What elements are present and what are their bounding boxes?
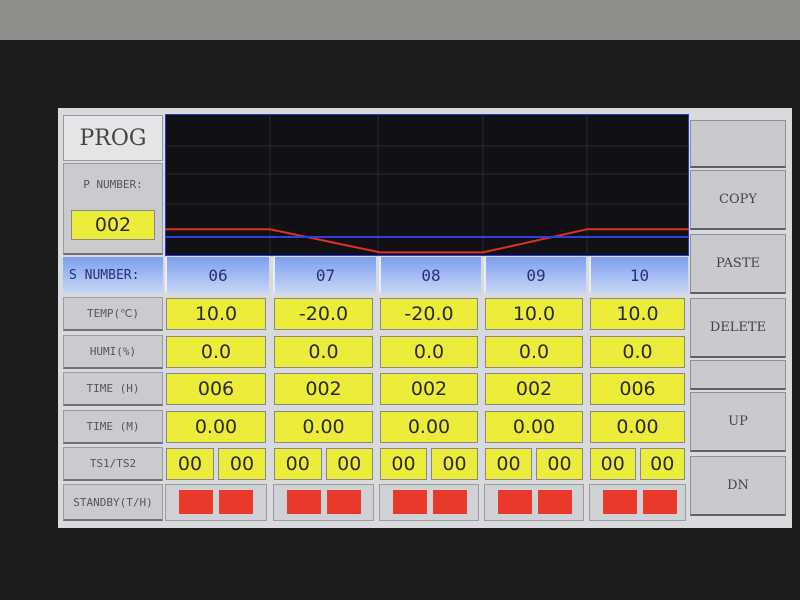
chart-background	[165, 114, 689, 256]
step-time_m-field[interactable]: 0.00	[166, 411, 266, 443]
step-temp-field[interactable]: -20.0	[380, 298, 478, 330]
step-temp-field[interactable]: 10.0	[166, 298, 266, 330]
step-ts2-field[interactable]: 00	[639, 448, 685, 480]
page-title: PROG	[63, 115, 163, 161]
standby-t-indicator[interactable]	[179, 490, 213, 514]
step-ts2-field[interactable]: 00	[325, 448, 373, 480]
step-ts2-field[interactable]: 00	[536, 448, 583, 480]
step-temp-field[interactable]: -20.0	[274, 298, 373, 330]
step-temp-field[interactable]: 10.0	[485, 298, 583, 330]
step-ts2-field[interactable]: 00	[431, 448, 478, 480]
blank-button-middle	[690, 360, 786, 390]
standby-h-indicator[interactable]	[327, 490, 361, 514]
step-ts1-field[interactable]: 00	[166, 448, 214, 480]
standby-h-indicator[interactable]	[433, 490, 467, 514]
row-label-temp: TEMP(℃)	[63, 297, 163, 331]
row-label-standby: STANDBY(T/H)	[63, 484, 163, 521]
up-button[interactable]: UP	[690, 392, 786, 452]
step-time_h-field[interactable]: 006	[590, 373, 685, 405]
row-label-ts: TS1/TS2	[63, 447, 163, 481]
step-ts1-field[interactable]: 00	[380, 448, 427, 480]
step-humi-field[interactable]: 0.0	[485, 336, 583, 368]
standby-h-indicator[interactable]	[219, 490, 253, 514]
row-label-time_m: TIME (M)	[63, 410, 163, 444]
step-ts1-field[interactable]: 00	[485, 448, 532, 480]
step-humi-field[interactable]: 0.0	[590, 336, 685, 368]
step-time_h-field[interactable]: 002	[380, 373, 478, 405]
blank-button-top	[690, 120, 786, 168]
row-label-time_h: TIME (H)	[63, 372, 163, 406]
copy-button[interactable]: COPY	[690, 170, 786, 230]
temperature-series-line	[165, 228, 689, 254]
step-number: 08	[379, 257, 481, 293]
step-time_h-field[interactable]: 002	[274, 373, 373, 405]
s-number-label: S NUMBER:	[63, 257, 163, 293]
standby-t-indicator[interactable]	[603, 490, 637, 514]
row-label-humi: HUMI(%)	[63, 335, 163, 369]
step-number: 06	[165, 257, 269, 293]
step-temp-field[interactable]: 10.0	[590, 298, 685, 330]
standby-h-indicator[interactable]	[538, 490, 572, 514]
step-number: 10	[589, 257, 688, 293]
step-time_m-field[interactable]: 0.00	[590, 411, 685, 443]
standby-h-indicator[interactable]	[643, 490, 677, 514]
step-humi-field[interactable]: 0.0	[166, 336, 266, 368]
step-time_m-field[interactable]: 0.00	[274, 411, 373, 443]
step-time_h-field[interactable]: 002	[485, 373, 583, 405]
standby-t-indicator[interactable]	[393, 490, 427, 514]
hmi-screen: PROG P NUMBER: 002 S NUMBER: TEMP(℃) HUMI…	[58, 108, 792, 528]
standby-t-indicator[interactable]	[498, 490, 532, 514]
delete-button[interactable]: DELETE	[690, 298, 786, 358]
p-number-field[interactable]: 002	[71, 210, 155, 240]
down-button[interactable]: DN	[690, 456, 786, 516]
step-time_m-field[interactable]: 0.00	[380, 411, 478, 443]
step-ts1-field[interactable]: 00	[274, 448, 322, 480]
temperature-profile-chart	[165, 114, 689, 256]
step-ts1-field[interactable]: 00	[590, 448, 636, 480]
step-number: 09	[484, 257, 586, 293]
p-number-label: P NUMBER:	[63, 163, 163, 255]
step-time_m-field[interactable]: 0.00	[485, 411, 583, 443]
step-time_h-field[interactable]: 006	[166, 373, 266, 405]
step-humi-field[interactable]: 0.0	[380, 336, 478, 368]
step-number: 07	[273, 257, 376, 293]
standby-t-indicator[interactable]	[287, 490, 321, 514]
step-ts2-field[interactable]: 00	[218, 448, 266, 480]
step-humi-field[interactable]: 0.0	[274, 336, 373, 368]
paste-button[interactable]: PASTE	[690, 234, 786, 294]
